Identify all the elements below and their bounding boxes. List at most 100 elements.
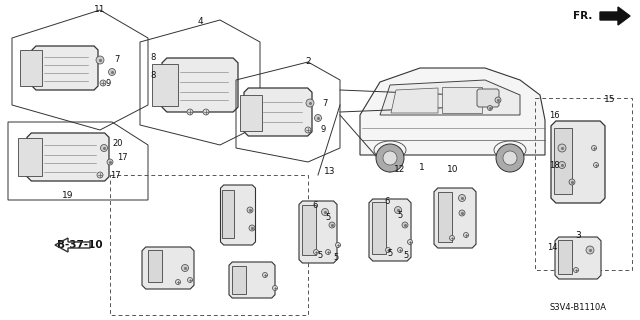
Text: 5: 5 <box>333 253 339 262</box>
Polygon shape <box>391 88 438 113</box>
Text: 17: 17 <box>109 171 120 180</box>
Circle shape <box>383 151 397 165</box>
Polygon shape <box>442 87 482 113</box>
Circle shape <box>187 109 193 115</box>
Circle shape <box>496 144 524 172</box>
Circle shape <box>314 115 321 122</box>
Text: 2: 2 <box>305 58 311 67</box>
Text: 3: 3 <box>575 230 581 239</box>
Polygon shape <box>244 88 312 136</box>
Circle shape <box>495 97 501 103</box>
Polygon shape <box>221 185 255 245</box>
Text: 5: 5 <box>317 251 323 260</box>
Circle shape <box>459 210 465 216</box>
Bar <box>438 192 452 242</box>
Polygon shape <box>434 188 476 248</box>
Bar <box>554 128 572 194</box>
Text: 11: 11 <box>94 5 106 14</box>
Circle shape <box>593 163 598 167</box>
Text: S3V4-B1110A: S3V4-B1110A <box>550 303 607 313</box>
Circle shape <box>305 127 311 133</box>
Circle shape <box>376 144 404 172</box>
Circle shape <box>175 279 180 284</box>
Text: 9: 9 <box>106 78 111 87</box>
Polygon shape <box>555 237 601 279</box>
Bar <box>372 202 386 254</box>
Circle shape <box>458 195 465 202</box>
Circle shape <box>586 246 594 254</box>
Bar <box>232 266 246 294</box>
Text: 1: 1 <box>419 164 425 172</box>
Text: 5: 5 <box>387 249 392 258</box>
Circle shape <box>385 247 390 252</box>
Circle shape <box>203 109 209 115</box>
Text: 9: 9 <box>321 125 326 134</box>
Text: 18: 18 <box>548 161 559 170</box>
Circle shape <box>394 206 401 213</box>
Circle shape <box>100 80 106 86</box>
Circle shape <box>314 250 319 254</box>
Polygon shape <box>369 199 411 261</box>
Bar <box>20 50 42 86</box>
Text: FR.: FR. <box>573 11 592 21</box>
Bar <box>148 250 162 282</box>
Text: 5: 5 <box>403 251 408 260</box>
Polygon shape <box>162 58 238 112</box>
Circle shape <box>326 250 330 254</box>
Text: 20: 20 <box>113 139 124 148</box>
Circle shape <box>100 145 108 151</box>
Bar <box>152 64 178 106</box>
Text: 8: 8 <box>150 70 156 79</box>
Text: 6: 6 <box>384 197 390 206</box>
Circle shape <box>408 239 413 244</box>
Polygon shape <box>32 46 98 90</box>
Bar <box>535 98 632 270</box>
Polygon shape <box>600 7 630 25</box>
Circle shape <box>397 247 403 252</box>
Circle shape <box>488 106 493 110</box>
Circle shape <box>329 222 335 228</box>
Text: 7: 7 <box>115 54 120 63</box>
Circle shape <box>97 172 103 178</box>
Text: 17: 17 <box>116 154 127 163</box>
Polygon shape <box>299 201 337 263</box>
Circle shape <box>109 68 115 76</box>
Bar <box>558 240 572 274</box>
Text: 10: 10 <box>447 165 459 174</box>
Circle shape <box>463 233 468 237</box>
Polygon shape <box>142 247 194 289</box>
Polygon shape <box>380 80 520 115</box>
Polygon shape <box>229 262 275 298</box>
Bar <box>302 205 316 255</box>
Circle shape <box>449 236 454 241</box>
Circle shape <box>559 162 566 169</box>
Circle shape <box>558 144 566 152</box>
Text: 16: 16 <box>548 110 559 119</box>
Bar <box>110 175 308 315</box>
Text: 7: 7 <box>323 99 328 108</box>
Polygon shape <box>551 121 605 203</box>
Polygon shape <box>360 68 545 155</box>
Circle shape <box>306 99 314 107</box>
Circle shape <box>503 151 517 165</box>
Text: 15: 15 <box>604 95 616 105</box>
Circle shape <box>569 179 575 185</box>
Circle shape <box>182 265 189 271</box>
Circle shape <box>188 277 193 283</box>
Text: 4: 4 <box>197 18 203 27</box>
Text: 8: 8 <box>150 53 156 62</box>
Text: 14: 14 <box>547 244 557 252</box>
Circle shape <box>402 222 408 228</box>
Polygon shape <box>27 133 109 181</box>
Circle shape <box>96 56 104 64</box>
Circle shape <box>247 207 253 213</box>
Text: 13: 13 <box>324 167 336 177</box>
Circle shape <box>321 209 328 215</box>
Bar <box>222 190 234 238</box>
Circle shape <box>249 225 255 231</box>
Circle shape <box>591 146 596 150</box>
Text: 6: 6 <box>312 201 317 210</box>
Circle shape <box>335 243 340 247</box>
Bar <box>240 95 262 131</box>
Circle shape <box>107 159 113 165</box>
